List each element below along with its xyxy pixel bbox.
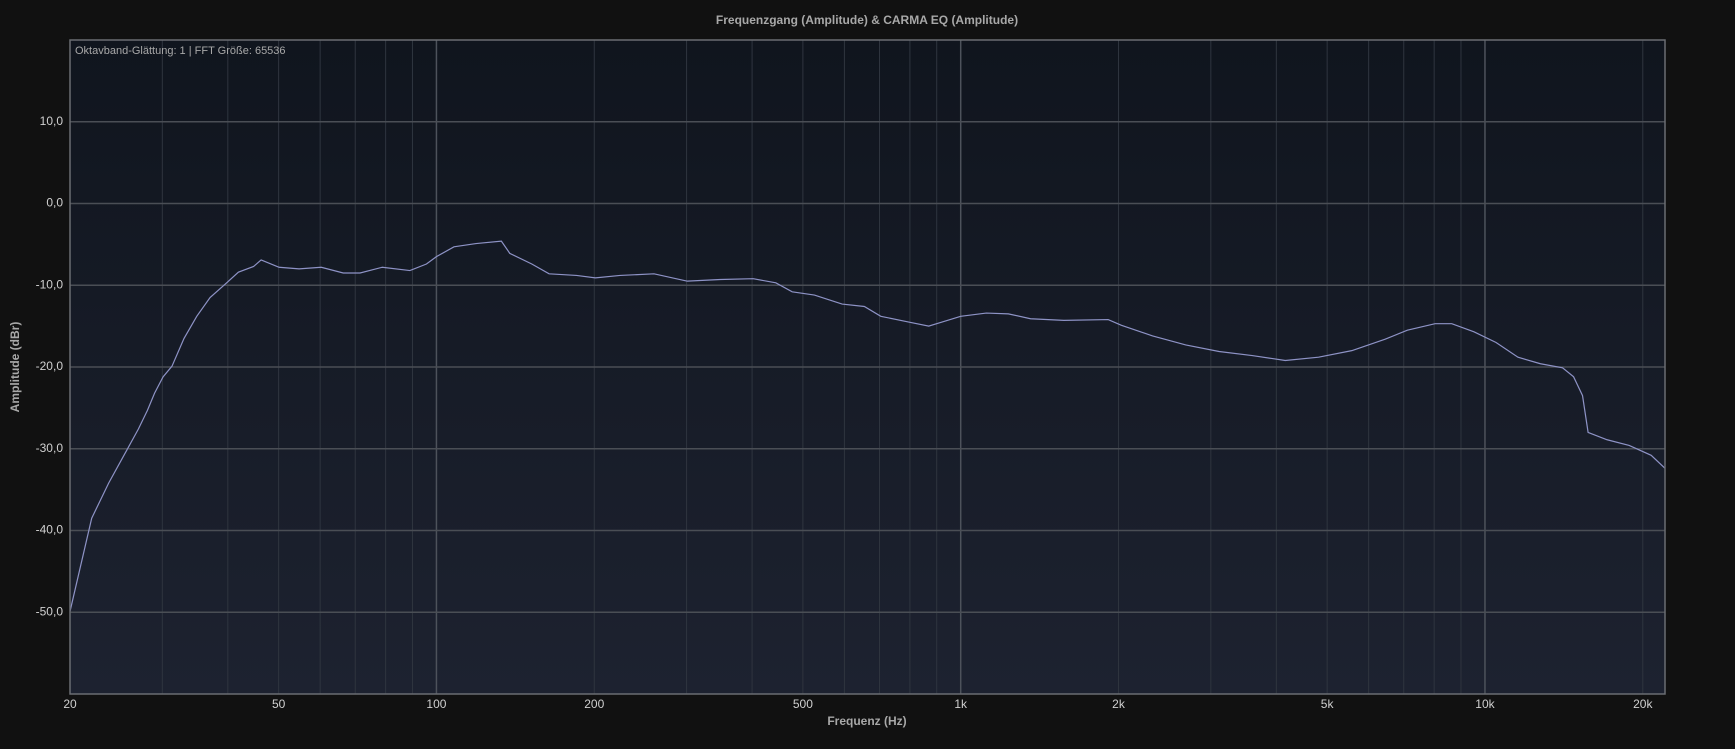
x-tick-label: 200 bbox=[584, 697, 604, 711]
x-tick-label: 2k bbox=[1112, 697, 1126, 711]
y-axis-label: Amplitude (dBr) bbox=[8, 322, 22, 413]
y-tick-label: 10,0 bbox=[40, 114, 64, 128]
x-tick-label: 20k bbox=[1633, 697, 1653, 711]
x-tick-label: 1k bbox=[954, 697, 968, 711]
annotation: Oktavband-Glättung: 1 | FFT Größe: 65536 bbox=[75, 45, 286, 57]
plot-border bbox=[69, 39, 1666, 695]
y-tick-label: -30,0 bbox=[36, 441, 64, 455]
marks bbox=[69, 240, 1666, 612]
chart-title: Frequenzgang (Amplitude) & CARMA EQ (Amp… bbox=[716, 13, 1018, 27]
x-tick-label: 5k bbox=[1321, 697, 1335, 711]
x-tick-label: 20 bbox=[63, 697, 77, 711]
x-tick-label: 50 bbox=[272, 697, 286, 711]
x-tick-label: 500 bbox=[793, 697, 813, 711]
y-tick-label: 0,0 bbox=[46, 196, 63, 210]
y-tick-label: -50,0 bbox=[36, 604, 64, 618]
x-tick-label: 100 bbox=[426, 697, 446, 711]
grid bbox=[69, 40, 1665, 694]
x-axis-label: Frequenz (Hz) bbox=[827, 714, 906, 728]
y-tick-label: -10,0 bbox=[36, 277, 64, 291]
y-tick-label: -40,0 bbox=[36, 523, 64, 537]
y-tick-label: -20,0 bbox=[36, 359, 64, 373]
x-tick-label: 10k bbox=[1475, 697, 1495, 711]
data-line bbox=[69, 240, 1666, 612]
